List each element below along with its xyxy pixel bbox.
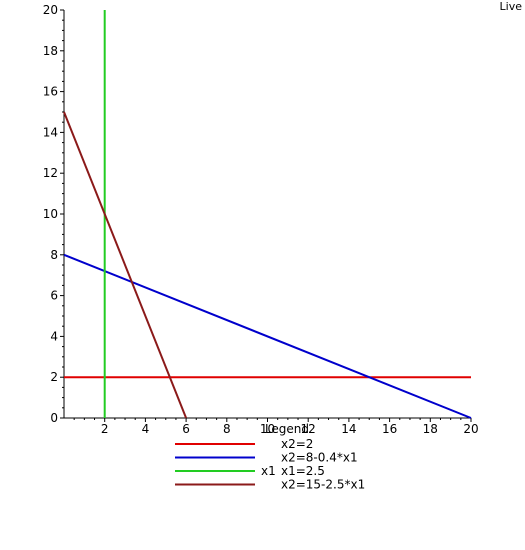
legend-title: Legend — [265, 422, 309, 436]
series-line-4 — [63, 111, 188, 419]
y-tick-label: 6 — [50, 289, 58, 303]
y-tick-label: 16 — [43, 85, 58, 99]
series-line-2 — [63, 253, 472, 419]
x-tick-label: 18 — [423, 422, 438, 436]
x-tick-label: 16 — [382, 422, 397, 436]
legend-entry-label: x2=8-0.4*x1 — [281, 451, 358, 465]
legend-entry-label: x2=15-2.5*x1 — [281, 478, 365, 492]
y-tick-label: 4 — [50, 329, 58, 343]
series-lines — [63, 10, 472, 419]
x-tick-label: 14 — [341, 422, 356, 436]
y-tick-label: 14 — [43, 125, 58, 139]
x-tick-label: 2 — [101, 422, 109, 436]
x-tick-label: 8 — [223, 422, 231, 436]
y-tick-label: 20 — [43, 3, 58, 17]
x-tick-label: 12 — [301, 422, 316, 436]
y-tick-label: 2 — [50, 370, 58, 384]
x-axis-label: x1 — [261, 464, 276, 478]
axes: 0 2 4 6 8 10 12 14 16 18 20 2 4 6 8 10 12 14 16 18 20 — [43, 3, 479, 436]
y-tick-label: 10 — [43, 207, 58, 221]
legend-entry-label: x2=2 — [281, 437, 313, 451]
legend-entry-label: x1=2.5 — [281, 464, 325, 478]
y-tick-label: 12 — [43, 166, 58, 180]
x-tick-label: 4 — [142, 422, 150, 436]
y-tick-label: 0 — [50, 411, 58, 425]
y-tick-label: 18 — [43, 44, 58, 58]
x-tick-label: 10 — [260, 422, 275, 436]
x-tick-label: 6 — [182, 422, 190, 436]
y-tick-label: 8 — [50, 248, 58, 262]
x-tick-label: 20 — [463, 422, 478, 436]
live-label: Live — [499, 0, 522, 13]
